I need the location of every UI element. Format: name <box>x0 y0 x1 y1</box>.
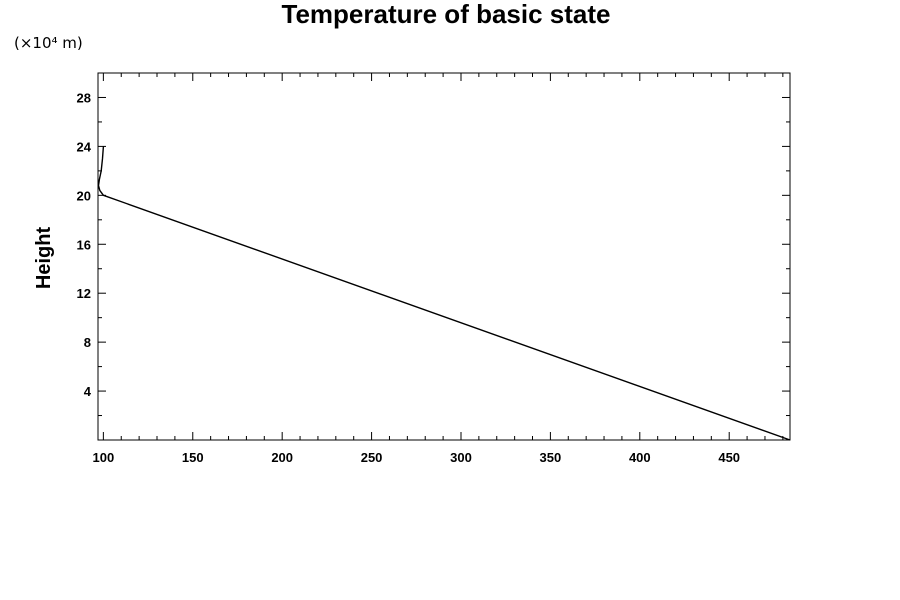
x-tick-label: 300 <box>450 450 472 465</box>
y-tick-label: 28 <box>77 90 91 105</box>
tick-labels: 100 150 200 250 300 350 400 450 4 8 12 16 20 24 28 <box>77 90 741 465</box>
y-tick-label: 4 <box>84 384 92 399</box>
y-tick-label: 8 <box>84 335 91 350</box>
axis-ticks <box>98 72 790 440</box>
y-tick-label: 24 <box>77 139 92 154</box>
y-tick-label: 16 <box>77 237 91 252</box>
x-tick-label: 400 <box>629 450 651 465</box>
series-line <box>97 146 791 441</box>
x-tick-label: 250 <box>361 450 383 465</box>
series-layer <box>97 146 791 441</box>
y-tick-label: 20 <box>77 188 91 203</box>
x-tick-label: 150 <box>182 450 204 465</box>
y-tick-label: 12 <box>77 286 91 301</box>
x-tick-label: 200 <box>271 450 293 465</box>
x-tick-label: 100 <box>93 450 115 465</box>
x-tick-label: 350 <box>540 450 562 465</box>
x-tick-label: 450 <box>718 450 740 465</box>
y-axis-label: Height <box>33 227 55 290</box>
chart-title: Temperature of basic state <box>282 0 611 29</box>
plot-frame <box>97 72 791 441</box>
units-label: (×10⁴ m) <box>14 34 83 52</box>
